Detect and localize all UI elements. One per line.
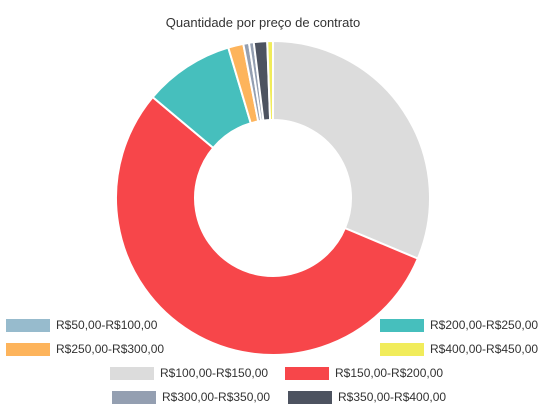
legend-swatch [110,366,154,380]
legend-label: R$400,00-R$450,00 [430,342,539,356]
legend-item[interactable]: R$150,00-R$200,00 [285,365,443,381]
legend-swatch [112,390,156,404]
legend-swatch [288,390,332,404]
legend-label: R$300,00-R$350,00 [162,390,271,404]
legend-label: R$350,00-R$400,00 [338,390,447,404]
legend-item[interactable]: R$300,00-R$350,00 [112,389,270,405]
legend-item[interactable]: R$400,00-R$450,00 [380,341,538,357]
legend-label: R$50,00-R$100,00 [56,318,158,332]
legend-swatch [380,318,424,332]
legend-item[interactable]: R$100,00-R$150,00 [110,365,268,381]
legend-swatch [285,366,329,380]
legend-label: R$150,00-R$200,00 [335,366,444,380]
legend-swatch [6,318,50,332]
chart-title: Quantidade por preço de contrato [165,15,361,30]
legend-item[interactable]: R$350,00-R$400,00 [288,389,446,405]
donut-slice-1[interactable] [272,39,431,260]
legend-item[interactable]: R$250,00-R$300,00 [6,341,164,357]
legend-swatch [6,342,50,356]
legend-item[interactable]: R$50,00-R$100,00 [6,317,157,333]
legend-label: R$250,00-R$300,00 [56,342,165,356]
donut-slice-2[interactable] [115,95,420,356]
donut-slice-8[interactable] [266,39,274,122]
legend-item[interactable]: R$200,00-R$250,00 [380,317,538,333]
legend-label: R$100,00-R$150,00 [160,366,269,380]
legend-swatch [380,342,424,356]
legend-label: R$200,00-R$250,00 [430,318,539,332]
